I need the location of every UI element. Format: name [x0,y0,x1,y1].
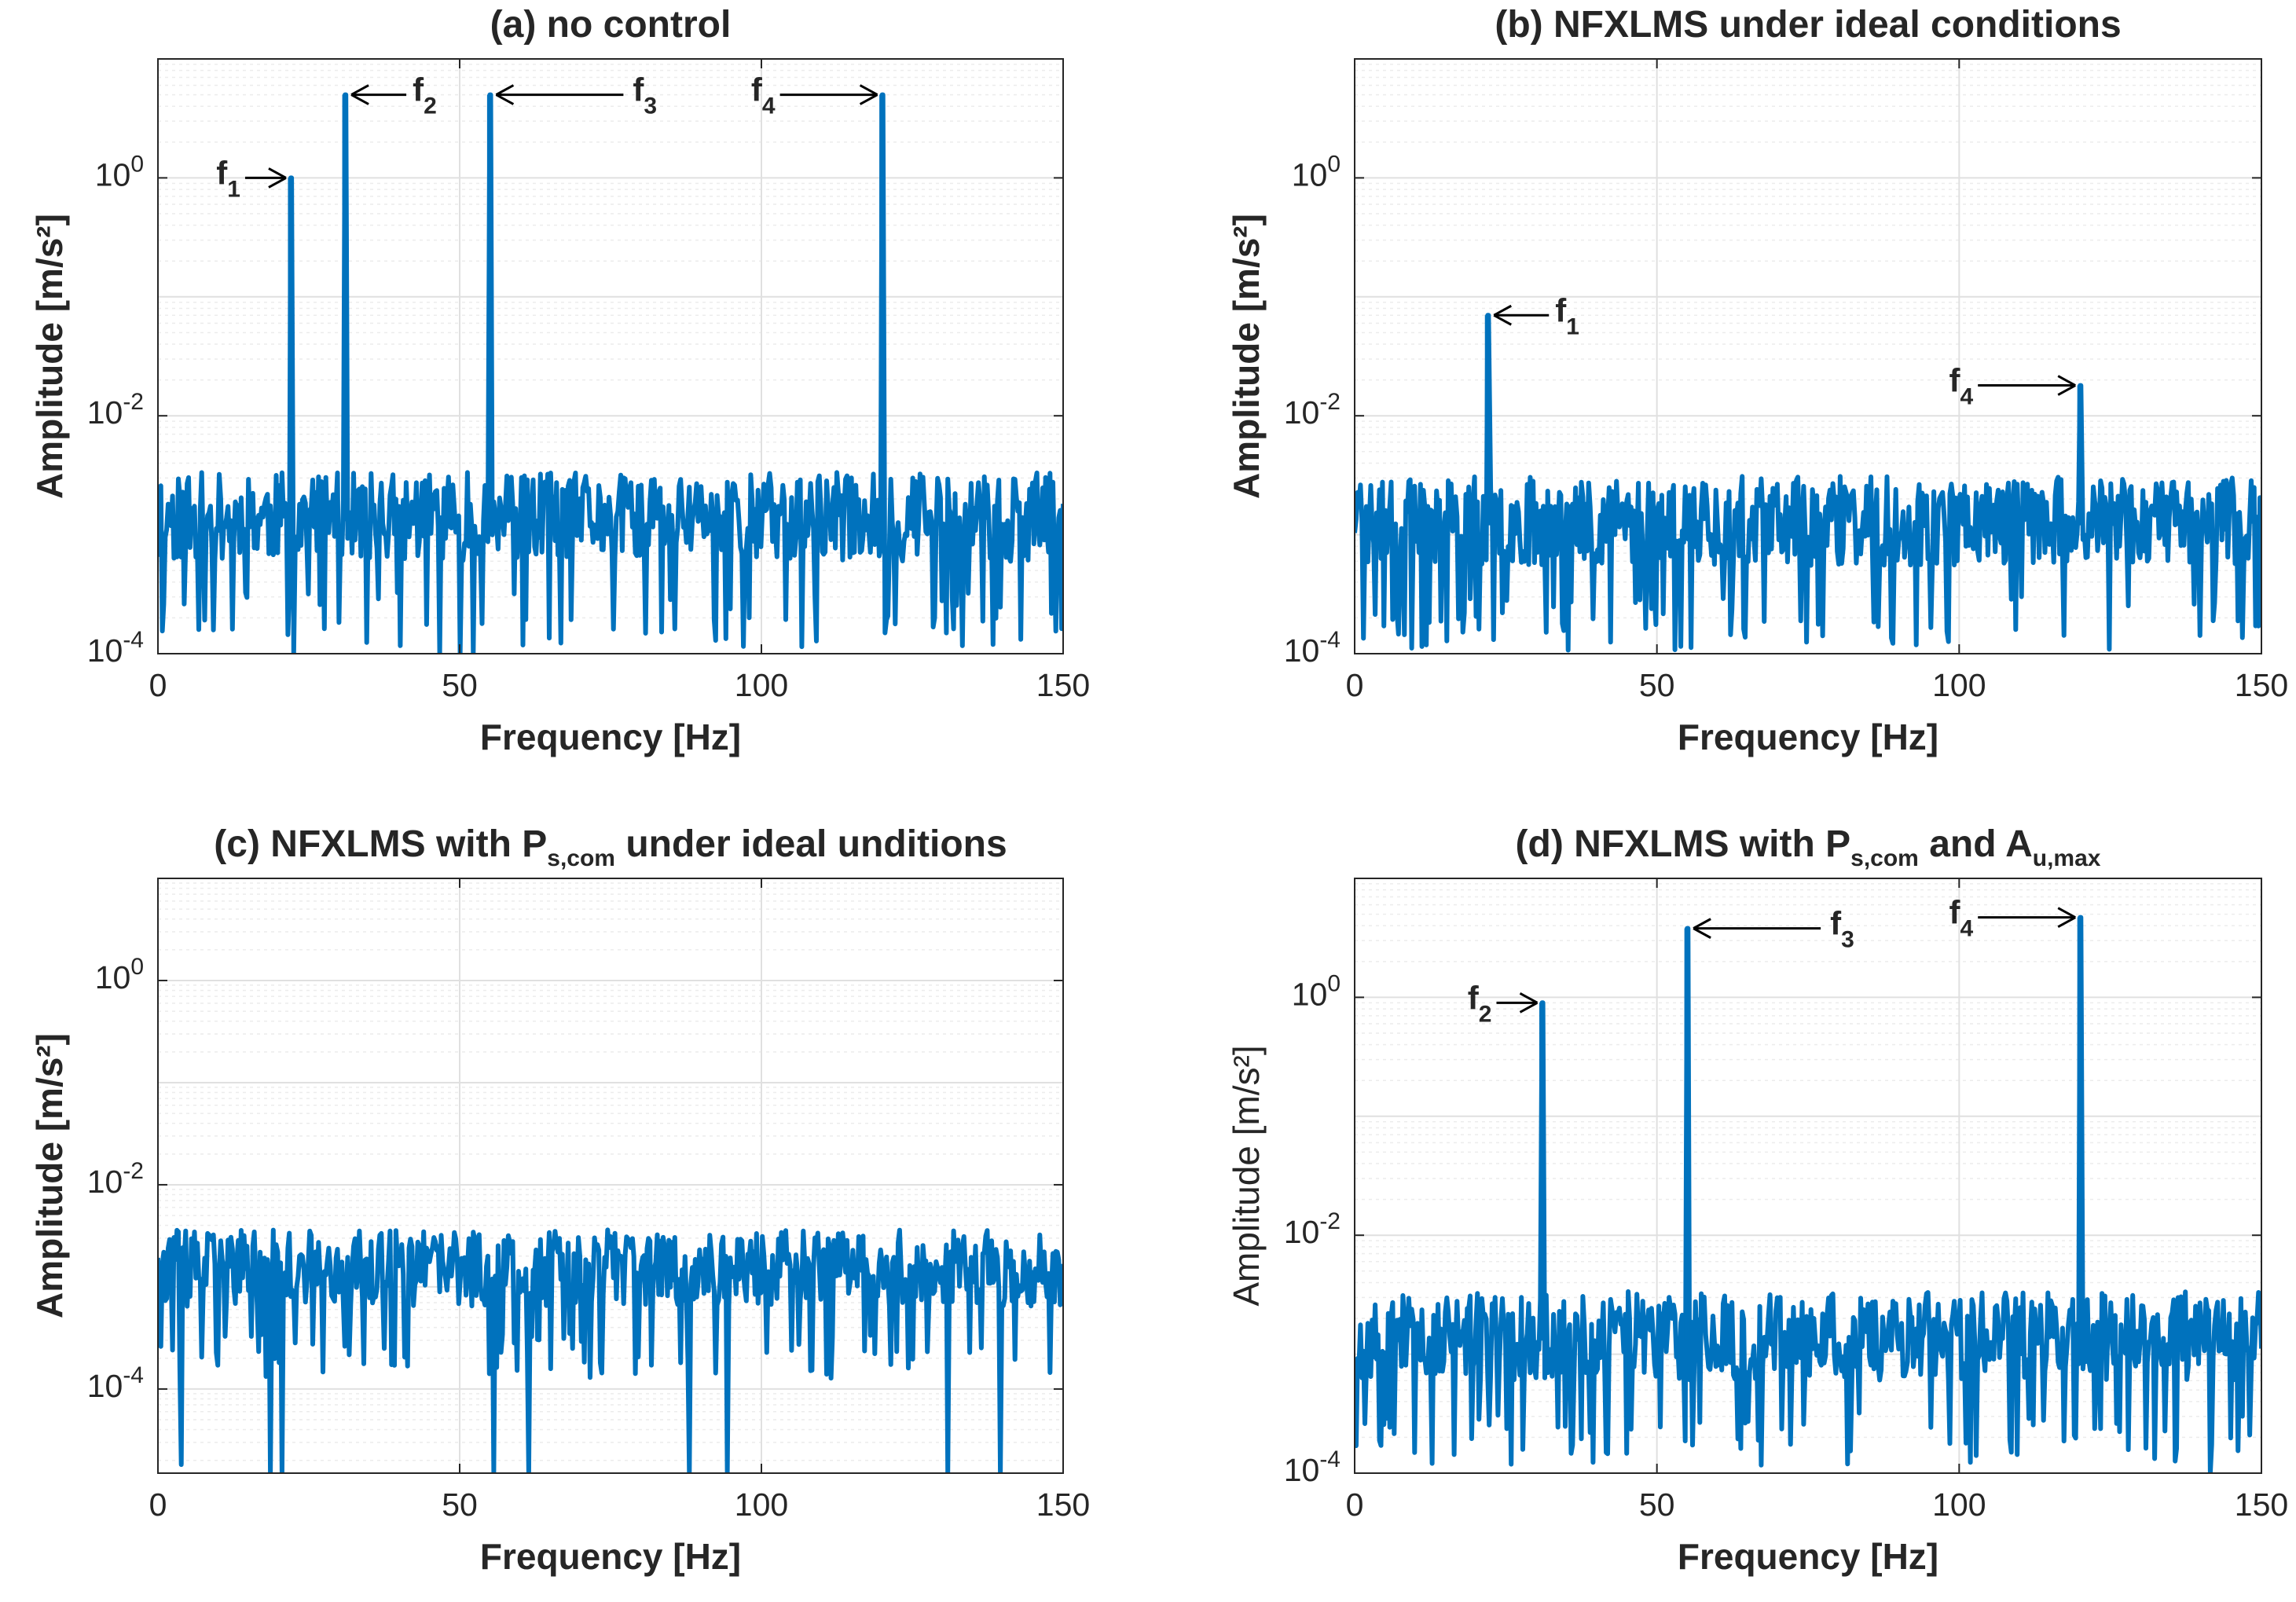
y-tick-label: 10-2 [87,1158,144,1200]
x-tick-label: 100 [735,1487,788,1523]
chart-panel-d: 0 50 100 150 100 10-2 10-4 (d) NFXLMS with Ps,c… [1226,823,2288,1577]
x-tick-label: 100 [1932,1487,1986,1523]
annotation-label: f4 [1949,894,1974,942]
x-tick-label: 0 [149,667,167,703]
x-tick-label: 100 [1932,667,1986,703]
x-tick-label: 150 [1036,1487,1090,1523]
x-tick-label: 150 [2235,667,2288,703]
x-tick-label: 50 [442,1487,478,1523]
annotation-f1-a: f1 [216,154,287,202]
chart-panel-c: 0 50 100 150 100 10-2 10-4 (c) NFXLMS with Ps,c… [29,823,1090,1577]
x-axis-label-d: Frequency [Hz] [1678,1536,1938,1577]
x-tick-label: 150 [1036,667,1090,703]
x-tick-label: 0 [149,1487,167,1523]
y-tick-label: 10-4 [1284,627,1341,669]
x-tick-label: 50 [442,667,478,703]
y-axis-label-b: Amplitude [m/s²] [1226,214,1267,499]
annotation-label: f1 [1555,291,1579,339]
y-axis-label-a: Amplitude [m/s²] [29,214,70,499]
x-axis-label-a: Frequency [Hz] [480,717,741,757]
x-tick-label: 50 [1639,1487,1675,1523]
grid-c [157,878,1064,1473]
series-line-d [1355,915,2261,1473]
chart-panel-a: 0 50 100 150 100 10-2 10-4 (a) no control Freque… [29,4,1090,757]
x-tick-label: 0 [1346,1487,1364,1523]
x-axis-label-b: Frequency [Hz] [1678,717,1938,757]
annotation-f3-a: f3 [495,71,657,119]
x-axis-label-c: Frequency [Hz] [480,1536,741,1577]
annotation-f2-d: f2 [1468,979,1539,1027]
annotation-f4-a: f4 [751,71,878,119]
annotation-f3-d: f3 [1693,905,1854,953]
arrow-head [1519,992,1539,1014]
annotation-label: f2 [1468,979,1492,1027]
axes-box-d [1354,878,2262,1474]
chart-title-c: (c) NFXLMS with Ps,com under ideal undit… [214,823,1007,871]
annotation-label: f1 [216,154,240,202]
chart-panel-b: 0 50 100 150 100 10-2 10-4 (b) NFXLMS under ide… [1226,4,2288,757]
axes-box-c [157,878,1064,1474]
annotation-label: f2 [413,71,437,119]
y-tick-label: 10-4 [87,1362,144,1404]
chart-title-b: (b) NFXLMS under ideal conditions [1495,4,2121,46]
x-tick-label: 150 [2235,1487,2288,1523]
y-axis-label-d: Amplitude [m/s²] [1226,1045,1267,1306]
annotation-label: f3 [633,71,657,119]
y-tick-label: 100 [95,151,144,192]
series-line-a [158,92,1063,654]
y-tick-label: 10-2 [1284,389,1341,431]
arrow-head [859,84,878,105]
arrow-head [2057,907,2076,928]
annotation-f2-a: f2 [350,71,437,119]
x-tick-label: 0 [1346,667,1364,703]
arrow-head [2057,375,2076,396]
y-tick-label: 10-2 [1284,1208,1341,1250]
chart-title-a: (a) no control [490,4,732,46]
y-tick-label: 100 [95,954,144,995]
x-tick-label: 100 [735,667,788,703]
annotation-f4-d: f4 [1949,894,2076,942]
x-tick-label: 50 [1639,667,1675,703]
annotation-label: f4 [751,71,776,119]
annotation-f1-b: f1 [1493,291,1579,339]
y-axis-label-c: Amplitude [m/s²] [29,1033,70,1318]
y-tick-label: 10-2 [87,389,144,431]
y-tick-label: 10-4 [87,627,144,669]
arrow-head [350,84,369,105]
y-tick-label: 10-4 [1284,1446,1341,1488]
axes-box-a [157,58,1064,654]
annotation-f4-b: f4 [1949,362,2076,410]
y-tick-label: 100 [1292,970,1341,1012]
arrow-head [1693,918,1711,939]
annotation-label: f4 [1949,362,1974,410]
arrow-head [495,84,515,105]
arrow-head [1493,304,1512,326]
axes-box-b [1354,58,2262,654]
y-tick-label: 100 [1292,151,1341,192]
chart-title-d: (d) NFXLMS with Ps,com and Au,max [1516,823,2101,871]
annotation-label: f3 [1830,905,1854,953]
series-line-c [158,1227,1063,1473]
series-line-b [1355,313,2261,653]
arrow-head [268,167,287,189]
